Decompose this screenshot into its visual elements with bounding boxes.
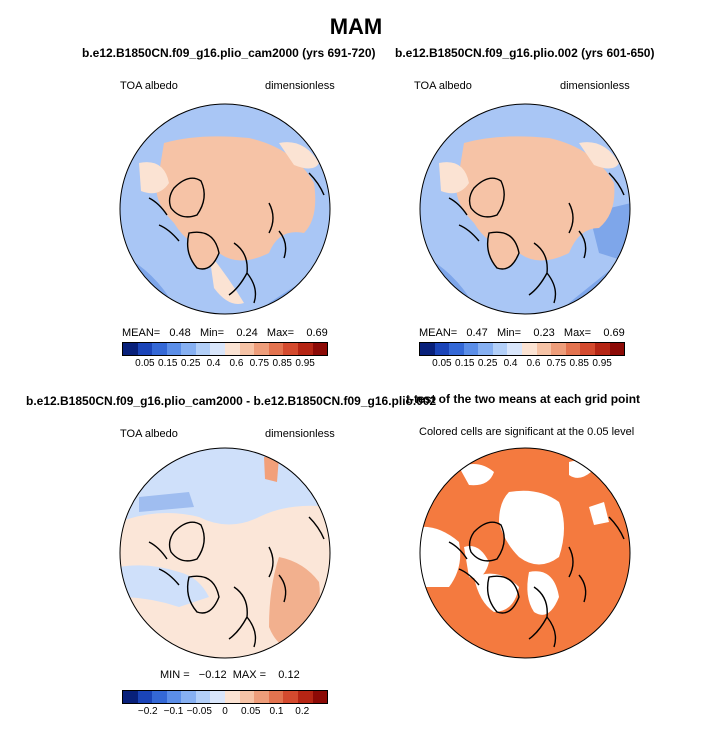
colorbar-tick-label: −0.05 [186, 706, 212, 717]
stats-top-left: MEAN= 0.48 Min= 0.24 Max= 0.69 [122, 327, 328, 339]
colorbar-swatch [522, 343, 537, 355]
colorbar-swatch [239, 691, 255, 703]
colorbar-swatch [297, 343, 313, 355]
colorbar-tick-label: 0.05 [241, 706, 261, 717]
colorbar-swatch [312, 343, 328, 355]
colorbar-tick-label: 0.95 [295, 358, 315, 369]
colorbar-tick-label: 0.15 [158, 358, 178, 369]
colorbar-swatch [268, 691, 284, 703]
variable-label-top-left: TOA albedo [120, 80, 178, 92]
units-label-top-right: dimensionless [560, 80, 630, 92]
colorbar-swatch [434, 343, 450, 355]
figure-title: MAM [329, 14, 383, 39]
colorbar-tick-label: 0 [222, 706, 228, 717]
colorbar-swatch [580, 343, 595, 355]
polar-map-bottom-right [419, 447, 631, 659]
colorbar-swatch [225, 691, 240, 703]
colorbar-tick-label: 0.05 [135, 358, 155, 369]
colorbar-swatch [210, 691, 226, 703]
polar-map-top-right [419, 103, 631, 315]
colorbar-tick-label: 0.2 [295, 706, 310, 717]
panel-title-top-right: b.e12.B1850CN.f09_g16.plio.002 (yrs 601-… [395, 46, 655, 60]
panel-title-bottom-left: b.e12.B1850CN.f09_g16.plio_cam2000 - b.e… [26, 394, 437, 408]
colorbar-tick-label: 0.05 [432, 358, 452, 369]
stats-top-right: MEAN= 0.47 Min= 0.23 Max= 0.69 [419, 327, 625, 339]
units-label-top-left: dimensionless [265, 80, 335, 92]
colorbar-tick-label: 0.6 [526, 358, 541, 369]
colorbar-swatch [239, 343, 255, 355]
colorbar-tick-label: 0.95 [592, 358, 612, 369]
colorbar-tick-label: 0.75 [249, 358, 270, 369]
colorbar-tick-label: 0.4 [503, 358, 518, 369]
colorbar-swatch [297, 691, 313, 703]
polar-map-top-left [119, 103, 331, 315]
colorbar-swatch [181, 691, 196, 703]
colorbar-swatch [594, 343, 610, 355]
colorbar-swatch [507, 343, 523, 355]
colorbar-tick-label: −0.1 [163, 706, 184, 717]
significance-note: Colored cells are significant at the 0.0… [419, 426, 635, 438]
colorbar-swatch [137, 691, 153, 703]
colorbar-swatch [137, 343, 153, 355]
colorbar-swatch [492, 343, 508, 355]
colorbar-tick-label: 0.6 [229, 358, 244, 369]
colorbar-swatch [225, 343, 240, 355]
colorbar-tick-label: 0.25 [477, 358, 498, 369]
colorbar-swatch [283, 343, 298, 355]
colorbar-swatch [312, 691, 328, 703]
colorbar-swatch [152, 691, 167, 703]
colorbar-swatch [478, 343, 493, 355]
variable-label-top-right: TOA albedo [414, 80, 472, 92]
colorbar-ticks-bottom-left: −0.2 −0.1 −0.05 0 0.05 0.1 0.2 [122, 706, 328, 720]
colorbar-tick-label: 0.4 [206, 358, 221, 369]
colorbar-bottom-left [122, 690, 328, 704]
colorbar-swatch [166, 691, 182, 703]
units-label-bottom-left: dimensionless [265, 428, 335, 440]
colorbar-ticks-top-right: 0.05 0.15 0.25 0.4 0.6 0.75 0.85 0.95 [419, 358, 625, 372]
colorbar-tick-label: −0.2 [137, 706, 158, 717]
colorbar-swatch [123, 691, 138, 703]
colorbar-swatch [123, 343, 138, 355]
colorbar-swatch [283, 691, 298, 703]
colorbar-swatch [195, 691, 211, 703]
colorbar-tick-label: 0.25 [180, 358, 201, 369]
colorbar-swatch [254, 343, 269, 355]
panel-title-top-left: b.e12.B1850CN.f09_g16.plio_cam2000 (yrs … [82, 46, 376, 60]
panel-title-bottom-right: t-test of the two means at each grid poi… [406, 392, 641, 406]
colorbar-swatch [268, 343, 284, 355]
colorbar-swatch [210, 343, 226, 355]
colorbar-swatch [551, 343, 566, 355]
variable-label-bottom-left: TOA albedo [120, 428, 178, 440]
colorbar-tick-label: 0.75 [546, 358, 567, 369]
colorbar-top-left [122, 342, 328, 356]
colorbar-tick-label: 0.85 [272, 358, 292, 369]
colorbar-swatch [254, 691, 269, 703]
colorbar-tick-label: 0.15 [455, 358, 475, 369]
colorbar-swatch [181, 343, 196, 355]
colorbar-swatch [152, 343, 167, 355]
colorbar-swatch [166, 343, 182, 355]
colorbar-swatch [420, 343, 435, 355]
colorbar-tick-label: 0.85 [569, 358, 589, 369]
colorbar-tick-label: 0.1 [269, 706, 284, 717]
colorbar-swatch [536, 343, 552, 355]
colorbar-top-right [419, 342, 625, 356]
colorbar-swatch [565, 343, 581, 355]
colorbar-swatch [463, 343, 479, 355]
colorbar-ticks-top-left: 0.05 0.15 0.25 0.4 0.6 0.75 0.85 0.95 [122, 358, 328, 372]
stats-bottom-left: MIN = −0.12 MAX = 0.12 [160, 669, 300, 681]
colorbar-swatch [609, 343, 625, 355]
colorbar-swatch [195, 343, 211, 355]
polar-map-bottom-left [119, 447, 331, 659]
colorbar-swatch [449, 343, 464, 355]
